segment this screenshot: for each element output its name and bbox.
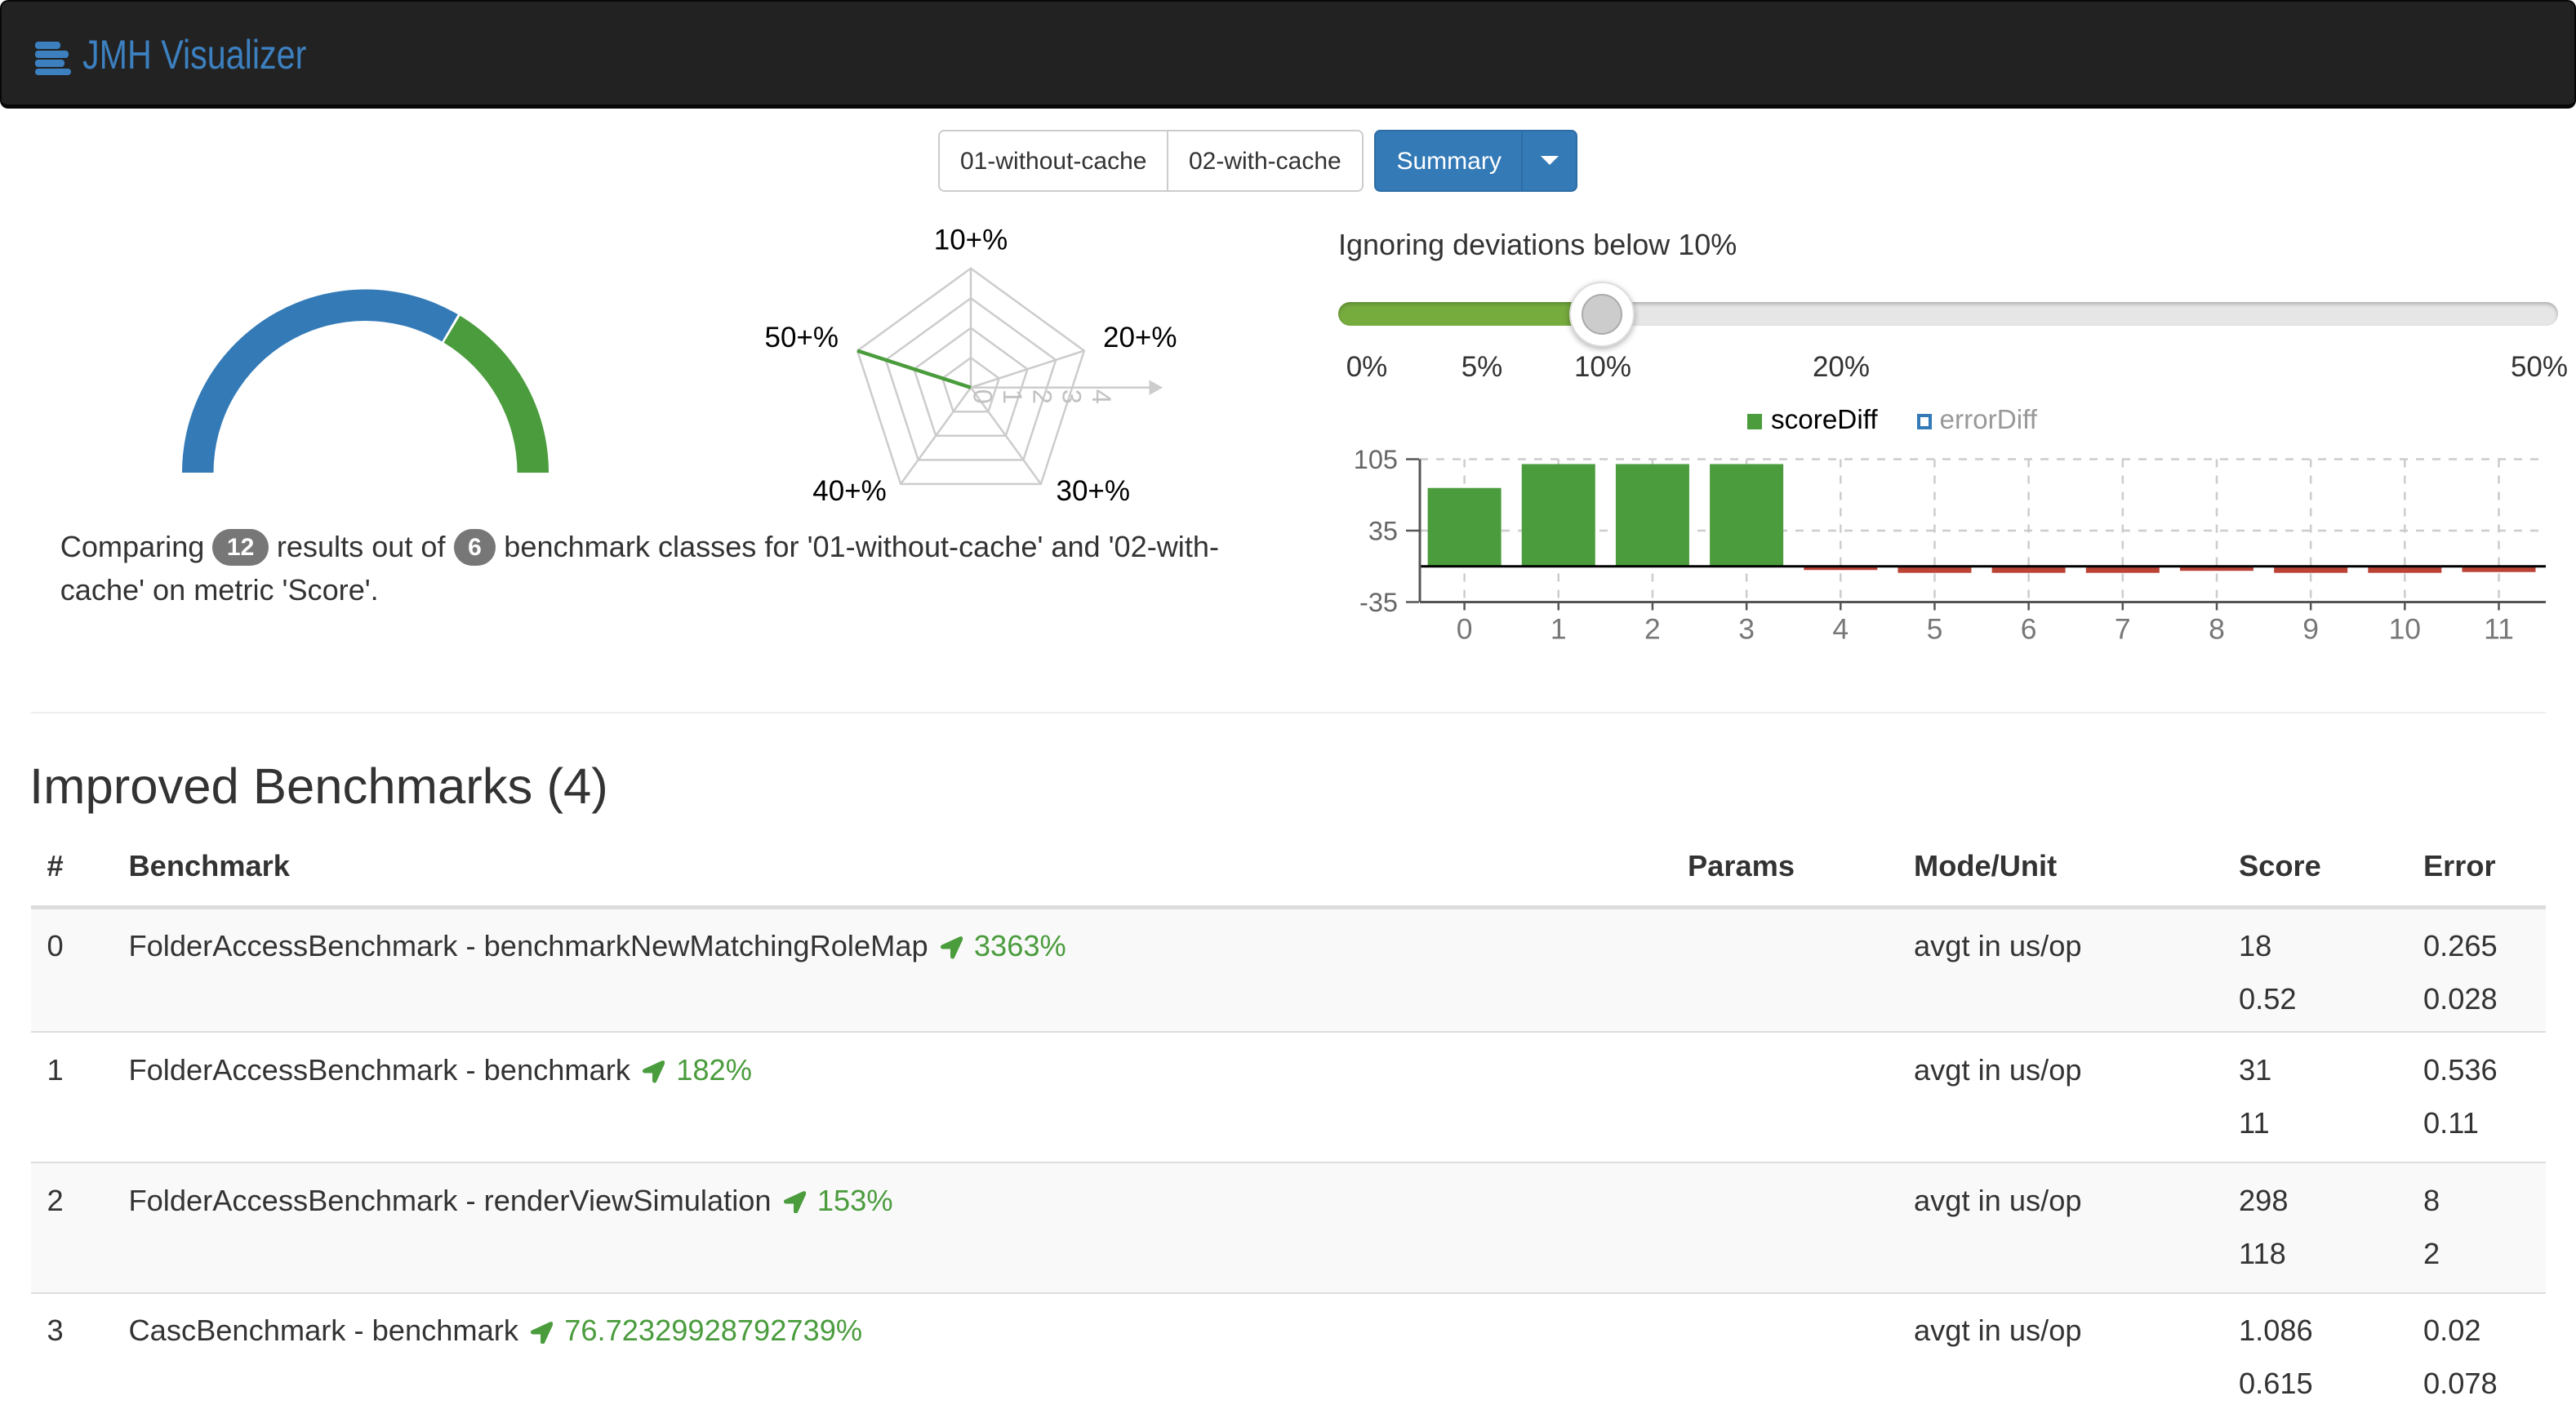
svg-text:5: 5 [1927, 613, 1943, 646]
svg-text:30+%: 30+% [1057, 475, 1131, 507]
svg-text:0: 0 [1457, 613, 1473, 646]
svg-text:9: 9 [2302, 613, 2319, 646]
svg-text:3: 3 [1057, 389, 1087, 403]
svg-text:3: 3 [1738, 613, 1755, 646]
svg-text:2: 2 [1027, 389, 1057, 403]
svg-text:11: 11 [2484, 613, 2514, 646]
svg-text:4: 4 [1087, 389, 1116, 403]
svg-text:10: 10 [2389, 613, 2422, 646]
svg-text:35: 35 [1368, 516, 1398, 545]
svg-text:1: 1 [998, 389, 1027, 403]
svg-text:2: 2 [1644, 613, 1661, 646]
svg-text:10+%: 10+% [934, 224, 1008, 256]
svg-text:6: 6 [2021, 613, 2037, 646]
svg-text:40+%: 40+% [812, 475, 887, 507]
svg-text:8: 8 [2209, 613, 2225, 646]
svg-text:50+%: 50+% [765, 322, 839, 353]
svg-text:7: 7 [2115, 613, 2131, 646]
svg-text:4: 4 [1832, 613, 1849, 646]
svg-text:-35: -35 [1359, 588, 1398, 617]
svg-text:1: 1 [1550, 613, 1567, 646]
svg-text:20+%: 20+% [1103, 322, 1177, 353]
svg-text:105: 105 [1354, 445, 1398, 474]
svg-text:0: 0 [968, 389, 998, 403]
